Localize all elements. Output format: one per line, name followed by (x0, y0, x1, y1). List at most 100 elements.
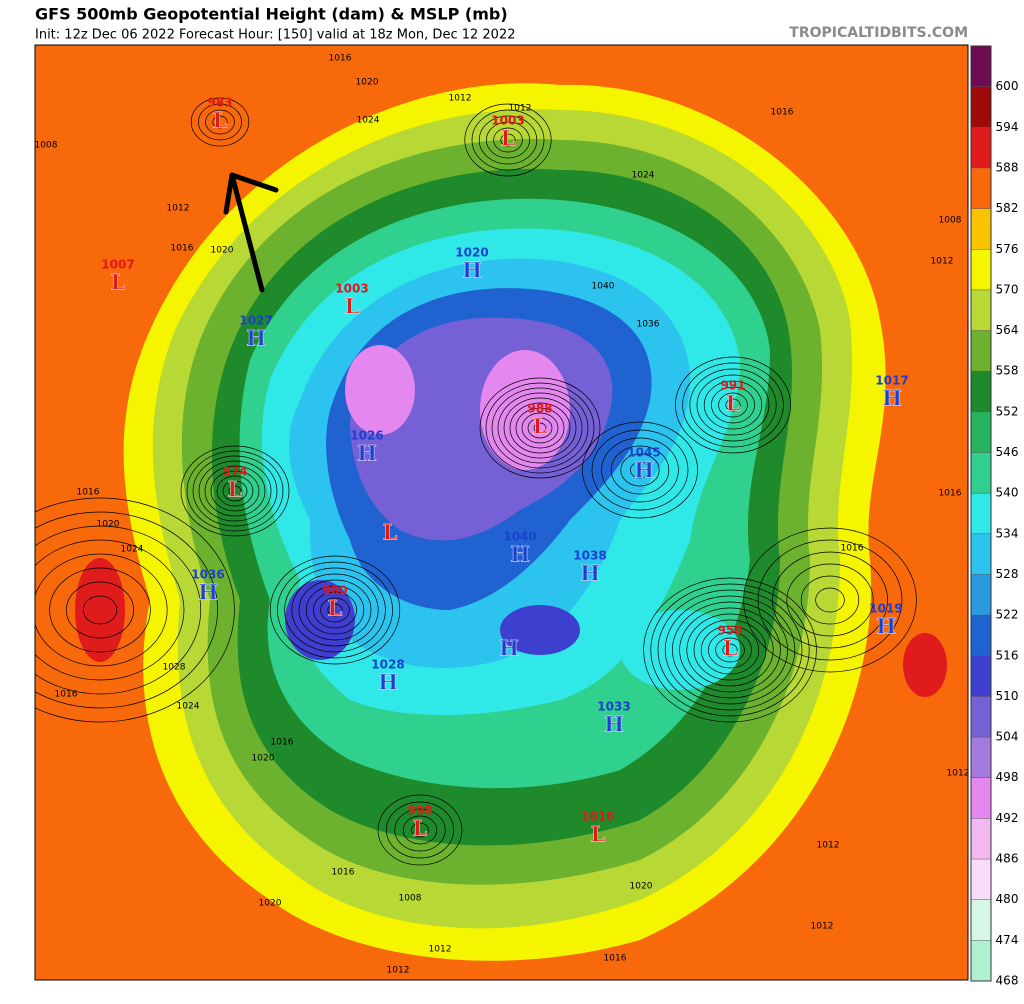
isobar-label: 1012 (167, 204, 190, 214)
isobar-label: 1016 (55, 690, 78, 700)
colorbar-band (971, 940, 991, 981)
colorbar-label: 588 (996, 160, 1019, 174)
colorbar-label: 594 (996, 120, 1019, 134)
center-pressure: 1040 (503, 530, 536, 544)
colorbar-band (971, 371, 991, 412)
colorbar-band (971, 209, 991, 250)
isobar-label: 1012 (931, 257, 954, 267)
colorbar-label: 516 (996, 648, 1019, 662)
colorbar-label: 474 (996, 933, 1019, 947)
colorbar-label: 468 (996, 974, 1019, 988)
center-symbol: L (723, 636, 738, 661)
center-symbol: L (726, 391, 741, 416)
colorbar-band (971, 900, 991, 941)
colorbar-band (971, 331, 991, 372)
isobar-label: 1016 (171, 244, 194, 254)
center-symbol: H (378, 670, 398, 695)
isobar-label: 1016 (771, 108, 794, 118)
colorbar-label: 510 (996, 689, 1019, 703)
isobar-label: 1024 (177, 702, 200, 712)
isobar-label: 1012 (449, 94, 472, 104)
isobar-label: 1016 (271, 738, 294, 748)
source-label: TROPICALTIDBITS.COM (789, 25, 968, 41)
center-pressure: 1033 (597, 700, 630, 714)
isobar-label: 1040 (592, 282, 615, 292)
isobar-label: 1036 (637, 320, 660, 330)
center-pressure: 1007 (101, 258, 134, 272)
colorbar-band (971, 574, 991, 615)
center-pressure: 1026 (350, 429, 383, 443)
colorbar-label: 540 (996, 486, 1019, 500)
colorbar-band (971, 615, 991, 656)
colorbar-band (971, 737, 991, 778)
isobar-label: 1012 (817, 841, 840, 851)
colorbar-label: 576 (996, 242, 1019, 256)
isobar-label: 1024 (357, 116, 380, 126)
colorbar-label: 570 (996, 282, 1019, 296)
isobar-label: 1020 (630, 882, 653, 892)
isobar-label: 1016 (604, 954, 627, 964)
center-symbol: L (213, 108, 228, 133)
colorbar-band (971, 168, 991, 209)
isobar-label: 1012 (429, 945, 452, 955)
center-pressure: 1036 (191, 568, 224, 582)
isobar-label: 1016 (329, 54, 352, 64)
center-symbol: L (501, 126, 516, 151)
isobar-label: 1024 (121, 545, 144, 555)
colorbar-label: 528 (996, 567, 1019, 581)
height-fill (75, 558, 125, 662)
colorbar-label: 486 (996, 852, 1019, 866)
colorbar-label: 480 (996, 892, 1019, 906)
center-pressure: 1027 (239, 314, 272, 328)
center-pressure: 998 (407, 804, 432, 818)
colorbar-label: 558 (996, 364, 1019, 378)
colorbar-band (971, 778, 991, 819)
colorbar-band (971, 127, 991, 168)
isobar-label: 1016 (841, 544, 864, 554)
isobar-label: 1024 (632, 171, 655, 181)
center-pressure: 988 (527, 402, 552, 416)
colorbar-label: 582 (996, 201, 1019, 215)
center-symbol: H (357, 441, 377, 466)
colorbar-band (971, 534, 991, 575)
colorbar-band (971, 412, 991, 453)
colorbar-band (971, 46, 991, 87)
isobar-label: 1020 (252, 754, 275, 764)
center-symbol: L (228, 477, 243, 502)
height-fill (345, 345, 415, 435)
colorbar-label: 492 (996, 811, 1019, 825)
center-pressure: 1003 (335, 282, 368, 296)
center-symbol: L (111, 270, 126, 295)
colorbar-band (971, 290, 991, 331)
center-symbol: L (413, 816, 428, 841)
colorbar-band (971, 453, 991, 494)
center-symbol: L (533, 414, 548, 439)
colorbar-band (971, 696, 991, 737)
center-symbol: H (634, 458, 654, 483)
isobar-label: 1016 (332, 868, 355, 878)
isobar-label: 1008 (939, 216, 962, 226)
isobar-label: 1012 (811, 922, 834, 932)
center-symbol: L (345, 294, 360, 319)
isobar-label: 1012 (947, 769, 970, 779)
center-symbol: L (383, 520, 398, 545)
isobar-label: 1020 (211, 246, 234, 256)
colorbar-label: 546 (996, 445, 1019, 459)
center-pressure: 1003 (491, 114, 524, 128)
colorbar-band (971, 493, 991, 534)
center-pressure: 1038 (573, 549, 606, 563)
center-symbol: H (499, 636, 519, 661)
isobar-label: 1028 (163, 663, 186, 673)
map-title: GFS 500mb Geopotential Height (dam) & MS… (35, 5, 508, 24)
isobar-label: 1012 (387, 966, 410, 976)
center-pressure: 1045 (627, 446, 660, 460)
isobar-label: 1016 (77, 488, 100, 498)
center-symbol: H (876, 614, 896, 639)
center-symbol: L (591, 822, 606, 847)
center-symbol: H (882, 386, 902, 411)
isobar-label: 1008 (35, 141, 58, 151)
height-fill (480, 350, 570, 470)
colorbar-label: 534 (996, 526, 1019, 540)
center-pressure: 1016 (581, 810, 614, 824)
